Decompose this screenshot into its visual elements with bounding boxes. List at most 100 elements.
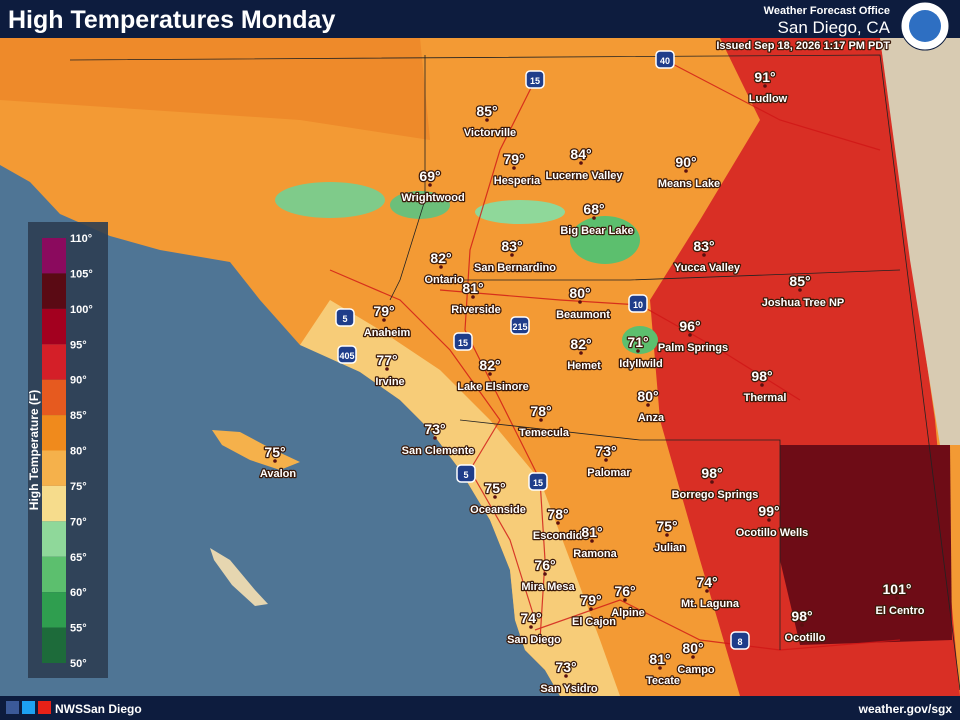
city-temp: 69° [419, 168, 440, 184]
social-handle[interactable]: NWSSan Diego [55, 702, 142, 716]
heat-zone [0, 38, 430, 140]
city-dot [543, 572, 547, 576]
city-name: Escondido [533, 530, 590, 542]
location: San Diego, CA [778, 18, 891, 37]
city-dot [485, 118, 489, 122]
website[interactable]: weather.gov/sgx [858, 702, 953, 716]
city-temp: 80° [637, 388, 658, 404]
city-temp: 73° [595, 443, 616, 459]
city-temp: 98° [791, 608, 812, 624]
city-dot [705, 589, 709, 593]
city-dot [592, 216, 596, 220]
interstate-number: 10 [633, 300, 643, 310]
city-dot [798, 288, 802, 292]
interstate-number: 405 [339, 351, 354, 361]
city-dot [471, 295, 475, 299]
legend-swatch [42, 238, 66, 274]
interstate-number: 5 [463, 470, 468, 480]
city-temp: 85° [476, 103, 497, 119]
interstate-shield [655, 50, 675, 69]
city-name: Ocotillo [785, 632, 826, 644]
city-temp: 83° [501, 238, 522, 254]
city-dot [763, 84, 767, 88]
extreme-zone [780, 445, 952, 645]
city-name: Lucerne Valley [545, 170, 623, 182]
legend-swatch [42, 521, 66, 557]
interstate-number: 15 [533, 478, 543, 488]
city-dot [702, 253, 706, 257]
logo-inner [909, 10, 941, 42]
interstate-number: 8 [737, 637, 742, 647]
city-name: Idyllwild [619, 358, 662, 370]
city-name: Mira Mesa [521, 581, 575, 593]
city-dot [564, 674, 568, 678]
coastal-zone [300, 300, 620, 696]
interstate-shield [510, 316, 530, 335]
legend-tick: 105° [70, 268, 93, 280]
city-temp: 68° [583, 201, 604, 217]
legend-title: High Temperature (F) [27, 390, 41, 510]
issued: Issued Sep 18, 2026 1:17 PM PDT [716, 40, 890, 52]
city-temp: 98° [701, 465, 722, 481]
city-dot [623, 598, 627, 602]
legend-swatch [42, 379, 66, 416]
city-name: Beaumont [556, 309, 610, 321]
city-name: Joshua Tree NP [762, 297, 845, 309]
city-name: Hesperia [494, 175, 541, 187]
city-temp: 77° [376, 352, 397, 368]
city-name: Julian [654, 542, 686, 554]
city-name: El Centro [876, 605, 925, 617]
legend-swatch [42, 308, 66, 345]
city-temp: 78° [547, 506, 568, 522]
city-name: Temecula [519, 427, 570, 439]
legend-tick: 100° [70, 304, 93, 316]
city-dot [589, 607, 593, 611]
office: Weather Forecast Office [764, 5, 890, 17]
city-dot [273, 459, 277, 463]
legend-tick: 80° [70, 446, 87, 458]
facebook-icon[interactable] [6, 701, 19, 714]
city-dot [760, 383, 764, 387]
city-temp: 75° [264, 444, 285, 460]
city-temp: 82° [479, 357, 500, 373]
city-dot [529, 625, 533, 629]
legend-tick: 55° [70, 623, 87, 635]
city-temp: 80° [682, 640, 703, 656]
city-name: Lake Elsinore [457, 381, 529, 393]
interstate-shield [528, 472, 548, 491]
city-dot [510, 253, 514, 257]
island [212, 430, 300, 470]
interstate-number: 15 [530, 76, 540, 86]
city-temp: 73° [555, 659, 576, 675]
legend-box [28, 222, 108, 678]
city-dot [579, 161, 583, 165]
city-temp: 91° [754, 69, 775, 85]
city-temp: 75° [656, 518, 677, 534]
legend-swatch [42, 415, 66, 451]
legend-swatch [42, 592, 66, 628]
legend-tick: 110° [70, 233, 92, 245]
city-dot [488, 372, 492, 376]
city-temp: 82° [570, 336, 591, 352]
city-temp: 82° [430, 250, 451, 266]
city-temp: 98° [751, 368, 772, 384]
city-name: Ontario [424, 274, 463, 286]
cool-zone [475, 200, 565, 224]
youtube-icon[interactable] [38, 701, 51, 714]
city-temp: 85° [789, 273, 810, 289]
city-name: El Cajon [572, 616, 616, 628]
legend-tick: 70° [70, 516, 87, 528]
city-temp: 79° [503, 151, 524, 167]
city-name: Tecate [646, 675, 680, 687]
legend-swatch [42, 485, 66, 522]
legend-swatch [42, 627, 66, 663]
twitter-icon[interactable] [22, 701, 35, 714]
legend-swatch [42, 450, 66, 486]
city-name: Victorville [464, 127, 516, 139]
legend-tick: 50° [70, 658, 87, 670]
legend-tick: 95° [70, 339, 87, 351]
cool-zone [390, 191, 450, 219]
city-name: Riverside [451, 304, 501, 316]
city-name: Thermal [744, 392, 787, 404]
